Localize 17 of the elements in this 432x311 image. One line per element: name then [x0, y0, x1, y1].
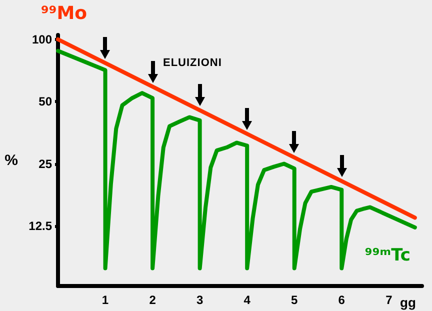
x-tick-label: 1 [102, 293, 109, 307]
x-tick-label: 2 [149, 293, 156, 307]
y-tick-label: 100 [32, 32, 52, 46]
x-tick-label: 6 [338, 293, 346, 307]
x-tick-label: 5 [291, 293, 298, 307]
x-tick-label: 3 [196, 293, 204, 307]
line-series [56, 48, 417, 270]
y-tick-label: 12.5 [28, 218, 52, 233]
y-tick-label: 50 [38, 94, 52, 109]
series-label: ⁹⁹ᵐTc [364, 245, 411, 266]
series-label: ⁹⁹Mo [41, 3, 88, 24]
x-tick-label: 7 [386, 293, 393, 307]
x-axis-title: gg [400, 295, 416, 310]
annotation: ELUIZIONI [163, 57, 222, 69]
y-axis-title: % [4, 152, 18, 169]
y-tick-label: 25 [38, 156, 52, 171]
x-tick-label: 4 [244, 293, 251, 307]
